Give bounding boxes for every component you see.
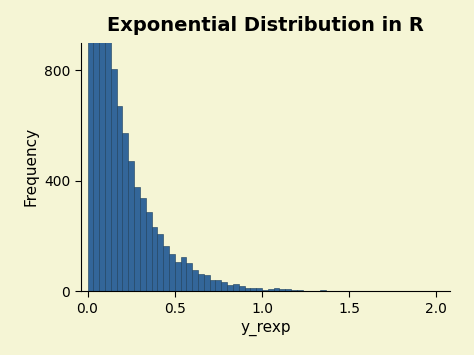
Bar (320, 290, 326, 291)
Bar (227, 285, 233, 291)
Bar (175, 262, 181, 291)
Bar (210, 280, 216, 291)
Bar (291, 290, 297, 291)
Bar (221, 282, 227, 291)
Bar (314, 290, 320, 291)
X-axis label: y_rexp: y_rexp (240, 321, 291, 336)
Bar (198, 274, 204, 291)
Bar (273, 288, 279, 291)
Bar (262, 290, 268, 291)
Bar (256, 288, 262, 291)
Bar (204, 274, 210, 291)
Bar (192, 269, 198, 291)
Bar (99, 0, 105, 291)
Bar (105, 26, 111, 291)
Y-axis label: Frequency: Frequency (23, 127, 38, 206)
Bar (349, 290, 355, 291)
Bar (128, 161, 134, 291)
Bar (122, 133, 128, 291)
Bar (134, 187, 140, 291)
Bar (140, 198, 146, 291)
Title: Exponential Distribution in R: Exponential Distribution in R (107, 16, 424, 36)
Bar (186, 263, 192, 291)
Bar (279, 289, 285, 291)
Bar (216, 280, 221, 291)
Bar (163, 246, 169, 291)
Bar (117, 106, 122, 291)
Bar (285, 289, 291, 291)
Bar (169, 253, 175, 291)
Bar (250, 288, 256, 291)
Bar (93, 0, 99, 291)
Bar (343, 290, 349, 291)
Bar (111, 69, 117, 291)
Bar (268, 289, 273, 291)
Bar (233, 284, 239, 291)
Bar (181, 257, 186, 291)
Bar (309, 290, 314, 291)
Bar (297, 290, 302, 291)
Bar (152, 227, 157, 291)
Bar (239, 286, 245, 291)
Bar (88, 0, 93, 291)
Bar (245, 288, 250, 291)
Bar (146, 212, 152, 291)
Bar (157, 235, 163, 291)
